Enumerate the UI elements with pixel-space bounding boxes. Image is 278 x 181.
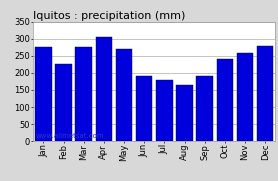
Bar	[217, 59, 233, 141]
Bar	[257, 46, 273, 141]
Bar	[237, 53, 253, 141]
Bar	[35, 47, 52, 141]
Text: www.allmetsat.com: www.allmetsat.com	[36, 133, 105, 139]
Bar	[55, 64, 72, 141]
Text: Iquitos : precipitation (mm): Iquitos : precipitation (mm)	[33, 11, 186, 21]
Bar	[197, 76, 213, 141]
Bar	[96, 37, 112, 141]
Bar	[176, 85, 193, 141]
Bar	[156, 80, 173, 141]
Bar	[116, 49, 132, 141]
Bar	[76, 47, 92, 141]
Bar	[136, 76, 152, 141]
